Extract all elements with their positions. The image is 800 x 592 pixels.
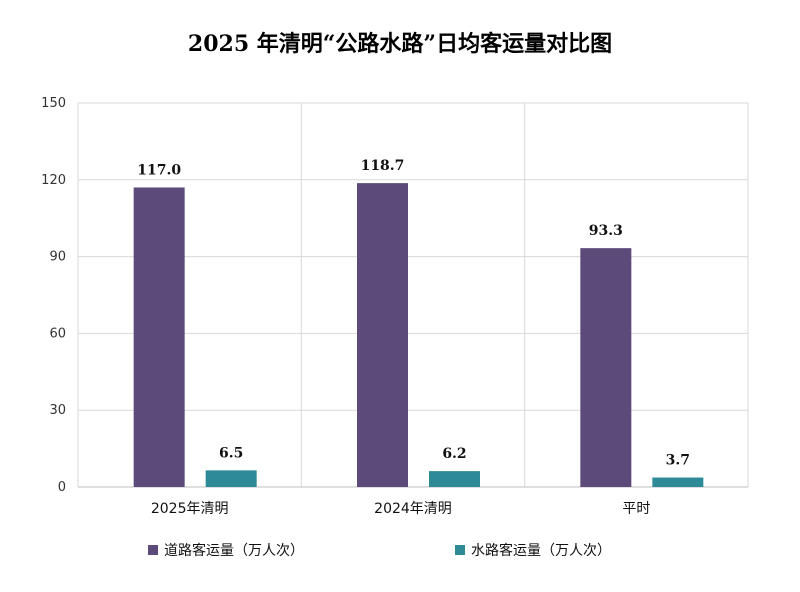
x-tick-label: 平时	[622, 501, 650, 517]
data-label: 93.3	[589, 223, 623, 239]
y-tick-label: 0	[58, 480, 66, 495]
y-tick-label: 150	[41, 96, 66, 111]
y-tick-label: 90	[49, 250, 66, 265]
bar-road	[133, 187, 185, 488]
y-tick-label: 120	[41, 173, 66, 188]
data-label: 118.7	[361, 158, 405, 174]
legend-item-water: 水路客运量（万人次）	[455, 540, 611, 560]
data-label: 117.0	[137, 162, 181, 178]
bar-road	[357, 183, 408, 488]
legend-label-water: 水路客运量（万人次）	[471, 543, 611, 559]
legend-item-road: 道路客运量（万人次）	[148, 540, 304, 560]
labels: 0 30 60 90 120 150 117.0 6.5 2025年清明 118.7 6.2 2024…	[41, 96, 690, 517]
bars	[133, 183, 704, 488]
x-tick-label: 2024年清明	[374, 501, 452, 517]
chart-title: 2025 年清明“公路水路”日均客运量对比图	[187, 31, 613, 57]
data-label: 6.2	[442, 446, 466, 462]
bar-water	[205, 470, 257, 487]
legend-swatch-road	[148, 545, 158, 555]
legend-swatch-water	[455, 545, 465, 555]
y-tick-label: 30	[49, 403, 66, 418]
y-tick-label: 60	[49, 326, 66, 341]
bar-water	[652, 477, 704, 487]
x-tick-label: 2025年清明	[151, 501, 229, 517]
legend: 道路客运量（万人次） 水路客运量（万人次）	[0, 540, 800, 570]
legend-label-road: 道路客运量（万人次）	[164, 543, 304, 559]
bar-road	[580, 248, 632, 487]
bar-water	[429, 471, 480, 487]
data-label: 6.5	[219, 445, 243, 461]
grid	[77, 102, 749, 488]
data-label: 3.7	[666, 453, 690, 469]
